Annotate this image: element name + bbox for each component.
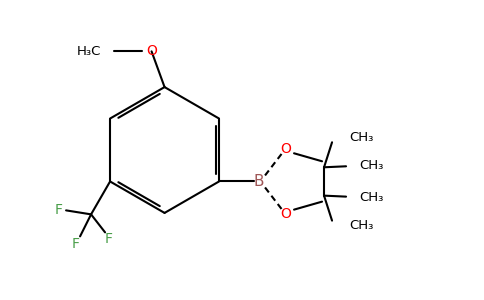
Text: H₃C: H₃C (77, 45, 102, 58)
Text: CH₃: CH₃ (349, 131, 374, 144)
Text: F: F (72, 237, 80, 251)
Text: B: B (254, 174, 264, 189)
Text: CH₃: CH₃ (349, 219, 374, 232)
Text: O: O (281, 142, 291, 156)
Text: F: F (105, 232, 113, 246)
Text: CH₃: CH₃ (359, 191, 383, 204)
Text: O: O (146, 44, 157, 58)
Text: F: F (55, 203, 63, 218)
Text: CH₃: CH₃ (359, 159, 383, 172)
Text: O: O (281, 207, 291, 220)
